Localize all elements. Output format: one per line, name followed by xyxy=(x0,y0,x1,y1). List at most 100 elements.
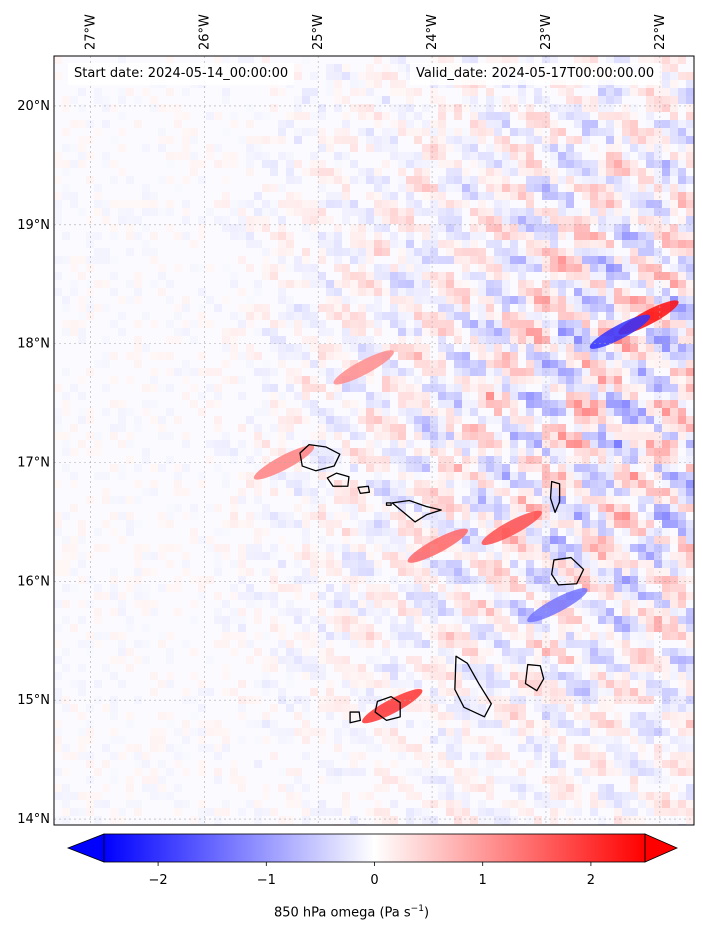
omega-cell xyxy=(126,224,134,232)
omega-cell xyxy=(126,776,134,784)
omega-cell xyxy=(630,376,638,384)
omega-cell xyxy=(534,344,542,352)
omega-cell xyxy=(358,736,366,744)
omega-cell xyxy=(358,448,366,456)
omega-cell xyxy=(366,536,374,544)
omega-cell xyxy=(598,800,606,808)
omega-cell xyxy=(606,144,614,152)
omega-cell xyxy=(494,128,502,136)
omega-cell xyxy=(486,272,494,280)
omega-cell xyxy=(430,384,438,392)
omega-cell xyxy=(174,304,182,312)
omega-cell xyxy=(158,784,166,792)
omega-cell xyxy=(342,536,350,544)
omega-cell xyxy=(390,552,398,560)
omega-cell xyxy=(254,328,262,336)
omega-cell xyxy=(686,360,694,368)
omega-cell xyxy=(550,408,558,416)
omega-cell xyxy=(422,776,430,784)
omega-cell xyxy=(414,112,422,120)
omega-cell xyxy=(190,160,198,168)
omega-cell xyxy=(654,216,662,224)
omega-cell xyxy=(462,176,470,184)
omega-cell xyxy=(582,216,590,224)
omega-cell xyxy=(654,184,662,192)
omega-cell xyxy=(454,712,462,720)
omega-cell xyxy=(574,416,582,424)
omega-cell xyxy=(590,504,598,512)
omega-cell xyxy=(158,144,166,152)
omega-cell xyxy=(606,560,614,568)
omega-cell xyxy=(102,152,110,160)
omega-cell xyxy=(606,424,614,432)
omega-cell xyxy=(622,744,630,752)
omega-cell xyxy=(286,424,294,432)
omega-cell xyxy=(342,680,350,688)
omega-cell xyxy=(678,400,686,408)
omega-cell xyxy=(254,600,262,608)
omega-cell xyxy=(558,480,566,488)
omega-cell xyxy=(686,368,694,376)
omega-cell xyxy=(70,264,78,272)
omega-cell xyxy=(478,432,486,440)
omega-cell xyxy=(110,728,118,736)
omega-cell xyxy=(110,768,118,776)
omega-cell xyxy=(454,696,462,704)
omega-cell xyxy=(454,216,462,224)
omega-cell xyxy=(494,624,502,632)
omega-cell xyxy=(422,232,430,240)
omega-cell xyxy=(486,496,494,504)
omega-cell xyxy=(510,352,518,360)
omega-cell xyxy=(142,456,150,464)
omega-cell xyxy=(550,256,558,264)
omega-cell xyxy=(54,200,62,208)
omega-cell xyxy=(102,200,110,208)
omega-cell xyxy=(614,208,622,216)
omega-cell xyxy=(350,240,358,248)
omega-cell xyxy=(598,232,606,240)
omega-cell xyxy=(134,200,142,208)
omega-cell xyxy=(398,736,406,744)
omega-cell xyxy=(398,528,406,536)
omega-cell xyxy=(222,544,230,552)
omega-cell xyxy=(294,552,302,560)
omega-cell xyxy=(462,424,470,432)
omega-cell xyxy=(334,480,342,488)
omega-cell xyxy=(654,448,662,456)
omega-cell xyxy=(510,144,518,152)
omega-cell xyxy=(638,720,646,728)
omega-cell xyxy=(262,184,270,192)
omega-cell xyxy=(62,648,70,656)
omega-cell xyxy=(646,128,654,136)
omega-cell xyxy=(614,344,622,352)
omega-cell xyxy=(582,368,590,376)
omega-cell xyxy=(622,592,630,600)
omega-cell xyxy=(470,808,478,816)
omega-cell xyxy=(366,584,374,592)
omega-cell xyxy=(502,816,510,824)
omega-cell xyxy=(550,296,558,304)
omega-cell xyxy=(670,512,678,520)
omega-cell xyxy=(278,88,286,96)
omega-cell xyxy=(518,344,526,352)
omega-cell xyxy=(574,728,582,736)
omega-cell xyxy=(494,256,502,264)
omega-cell xyxy=(294,328,302,336)
omega-cell xyxy=(606,800,614,808)
omega-cell xyxy=(606,528,614,536)
omega-cell xyxy=(478,520,486,528)
omega-cell xyxy=(366,280,374,288)
omega-cell xyxy=(334,808,342,816)
omega-cell xyxy=(358,552,366,560)
omega-cell xyxy=(534,248,542,256)
omega-cell xyxy=(582,472,590,480)
omega-cell xyxy=(678,768,686,776)
omega-cell xyxy=(262,688,270,696)
omega-cell xyxy=(110,592,118,600)
omega-cell xyxy=(366,568,374,576)
omega-cell xyxy=(206,544,214,552)
omega-cell xyxy=(510,576,518,584)
omega-cell xyxy=(574,656,582,664)
omega-cell xyxy=(534,288,542,296)
omega-cell xyxy=(134,584,142,592)
